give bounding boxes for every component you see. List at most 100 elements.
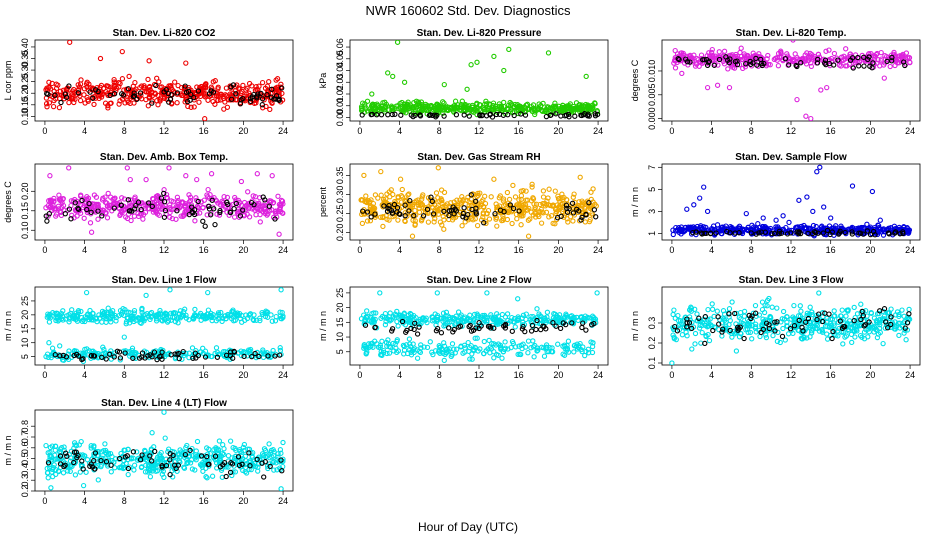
x-tick-label: 0 xyxy=(42,496,47,506)
data-point xyxy=(715,314,721,320)
data-point xyxy=(522,112,529,118)
data-point xyxy=(99,213,105,219)
data-point xyxy=(155,311,162,317)
data-point xyxy=(588,189,594,195)
x-tick-label: 24 xyxy=(905,126,915,136)
data-point xyxy=(878,49,884,56)
data-point xyxy=(473,209,479,215)
data-point xyxy=(744,326,751,333)
data-point xyxy=(557,205,563,211)
data-point xyxy=(230,309,236,315)
points xyxy=(669,290,913,365)
data-point xyxy=(702,322,709,329)
data-point xyxy=(131,100,137,106)
data-point xyxy=(44,104,50,110)
x-tick-label: 24 xyxy=(278,126,288,136)
data-point xyxy=(534,345,541,351)
data-point xyxy=(497,207,504,213)
data-point xyxy=(672,323,678,330)
data-point xyxy=(846,328,852,334)
data-point xyxy=(53,317,59,324)
data-point xyxy=(497,193,503,199)
x-tick-label: 0 xyxy=(357,245,362,255)
data-point xyxy=(163,311,169,317)
data-point xyxy=(186,211,192,218)
data-point xyxy=(748,230,754,236)
data-point xyxy=(553,314,559,321)
data-point xyxy=(227,83,233,89)
data-point xyxy=(113,80,119,86)
data-point xyxy=(239,319,245,325)
data-point xyxy=(206,203,212,209)
data-point xyxy=(398,193,405,199)
data-point xyxy=(189,345,196,351)
data-point xyxy=(170,199,176,205)
x-tick-label: 24 xyxy=(278,370,288,380)
data-point xyxy=(785,331,792,337)
data-point xyxy=(786,56,792,62)
data-point xyxy=(461,205,467,211)
data-point xyxy=(679,332,686,338)
data-point xyxy=(564,347,570,353)
data-point xyxy=(826,311,832,317)
data-point xyxy=(543,326,549,332)
data-point xyxy=(670,332,676,338)
data-point xyxy=(417,112,423,118)
data-point xyxy=(75,90,81,96)
data-point xyxy=(777,339,783,346)
x-tick-label: 16 xyxy=(199,370,209,380)
data-point xyxy=(896,332,902,339)
data-point xyxy=(64,313,70,319)
data-point xyxy=(559,208,566,215)
data-point xyxy=(528,313,534,320)
data-point xyxy=(784,314,790,320)
data-point xyxy=(68,90,74,97)
y-tick-label: 0.2 xyxy=(647,337,657,350)
data-point xyxy=(399,186,405,193)
data-point xyxy=(866,319,872,325)
data-point xyxy=(245,347,252,353)
outlier-point xyxy=(704,208,711,215)
data-point xyxy=(706,323,712,329)
data-point xyxy=(500,198,507,204)
data-point xyxy=(904,55,911,61)
data-point xyxy=(559,195,565,201)
data-point xyxy=(814,60,821,66)
data-point xyxy=(550,320,556,326)
data-point xyxy=(458,344,464,350)
data-point xyxy=(44,351,51,357)
data-point xyxy=(157,97,163,103)
data-point xyxy=(262,200,268,206)
data-point xyxy=(215,97,221,103)
data-point xyxy=(865,334,871,340)
data-point xyxy=(192,218,198,224)
data-point xyxy=(499,311,506,318)
data-point xyxy=(486,216,493,222)
data-point xyxy=(125,315,131,321)
data-point xyxy=(484,210,490,216)
data-point xyxy=(509,220,515,227)
data-point xyxy=(570,210,577,216)
data-point xyxy=(534,348,540,354)
data-point xyxy=(843,313,849,319)
data-point xyxy=(272,353,278,359)
data-point xyxy=(440,104,447,110)
data-point xyxy=(710,223,717,229)
outlier-point xyxy=(679,70,685,77)
data-point xyxy=(389,326,396,332)
data-point xyxy=(158,195,165,201)
x-tick-label: 0 xyxy=(357,126,362,136)
data-point xyxy=(511,112,517,119)
data-point xyxy=(146,200,152,206)
data-point xyxy=(172,351,178,357)
data-point xyxy=(523,311,529,317)
x-tick-label: 8 xyxy=(122,245,127,255)
outlier-point xyxy=(97,55,104,62)
data-point xyxy=(202,223,208,229)
data-point xyxy=(257,219,263,225)
x-tick-label: 8 xyxy=(437,126,442,136)
data-point xyxy=(498,344,504,350)
data-point xyxy=(750,54,756,60)
data-point xyxy=(593,214,599,220)
data-point xyxy=(520,210,527,216)
